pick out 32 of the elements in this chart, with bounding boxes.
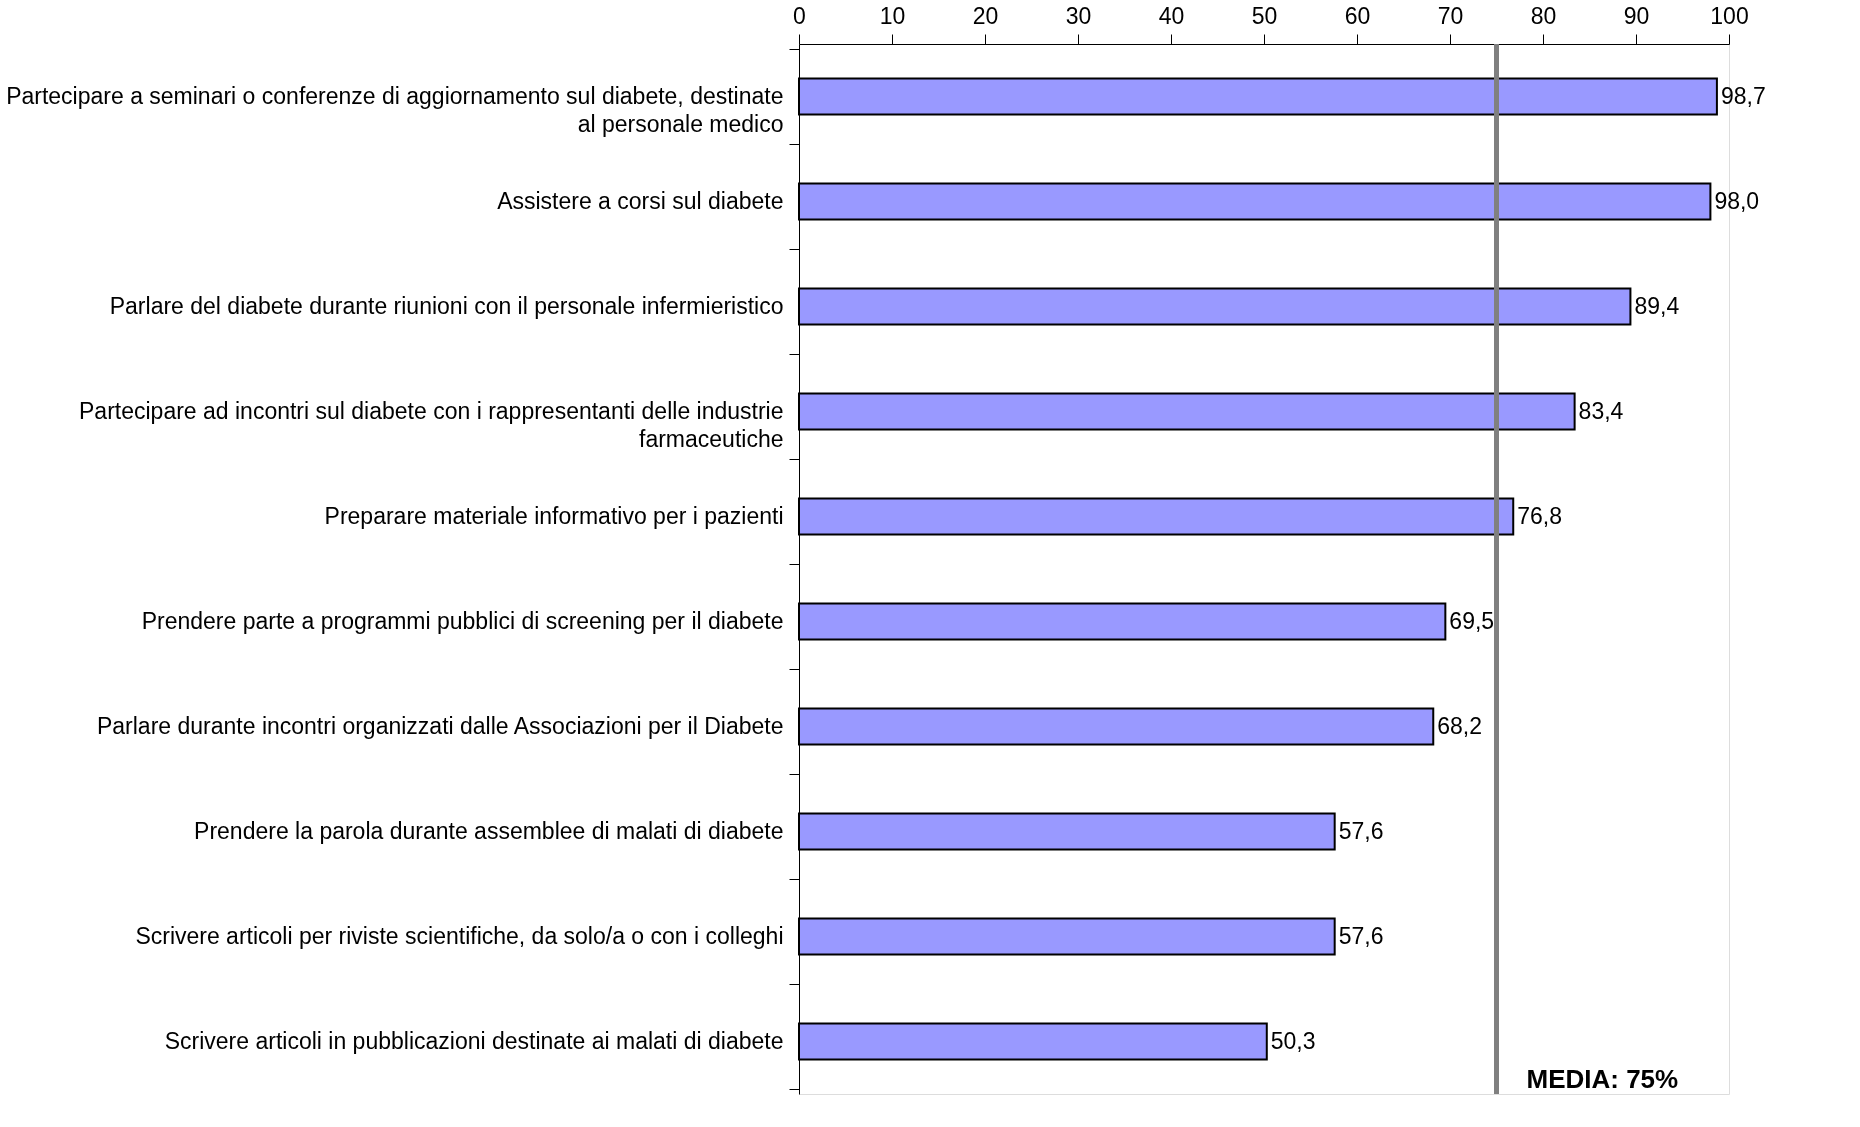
y-tick-label: Scrivere articoli in pubblicazioni destinate ai malati di diabete: [164, 1028, 784, 1054]
data-label: 68,2: [1437, 712, 1483, 739]
data-label: 89,4: [1634, 292, 1680, 319]
data-label: 57,6: [1338, 817, 1384, 844]
y-tick-label: Scrivere articoli per riviste scientifiche, da solo/a o con i colleghi: [135, 923, 784, 949]
data-label: 76,8: [1517, 502, 1563, 529]
y-tick-label: Preparare materiale informativo per i pazienti: [324, 503, 784, 529]
x-tick-label: 80: [1530, 2, 1557, 29]
y-tick-label: Partecipare ad incontri sul diabete con i rappresentanti delle industrie farmaceutiche: [79, 398, 784, 452]
x-tick-label: 70: [1437, 2, 1464, 29]
y-tick-label: Prendere la parola durante assemblee di malati di diabete: [194, 818, 784, 844]
y-tick-label: Parlare del diabete durante riunioni con il personale infermieristico: [109, 293, 784, 319]
y-tick-label: Assistere a corsi sul diabete: [497, 188, 784, 214]
data-label: 98,0: [1714, 187, 1760, 214]
x-tick-label: 30: [1065, 2, 1092, 29]
data-label: 57,6: [1338, 922, 1384, 949]
x-tick-label: 0: [793, 2, 806, 29]
x-tick-label: 10: [879, 2, 906, 29]
data-label: 98,7: [1720, 82, 1766, 109]
x-tick-label: 50: [1251, 2, 1278, 29]
x-tick-label: 90: [1623, 2, 1650, 29]
y-tick-label: Prendere parte a programmi pubblici di screening per il diabete: [141, 608, 784, 634]
ref-line-label: MEDIA: 75%: [1526, 1064, 1679, 1094]
x-tick-label: 40: [1158, 2, 1185, 29]
data-label: 83,4: [1578, 397, 1624, 424]
x-tick-label: 100: [1710, 2, 1749, 29]
data-label: 50,3: [1270, 1027, 1316, 1054]
y-tick-label: Parlare durante incontri organizzati dalle Associazioni per il Diabete: [96, 713, 784, 739]
y-tick-label: Partecipare a seminari o conferenze di aggiornamento sul diabete, destinate al personale medico: [6, 83, 784, 137]
x-tick-label: 60: [1344, 2, 1371, 29]
data-label: 69,5: [1449, 607, 1495, 634]
x-tick-label: 20: [972, 2, 999, 29]
